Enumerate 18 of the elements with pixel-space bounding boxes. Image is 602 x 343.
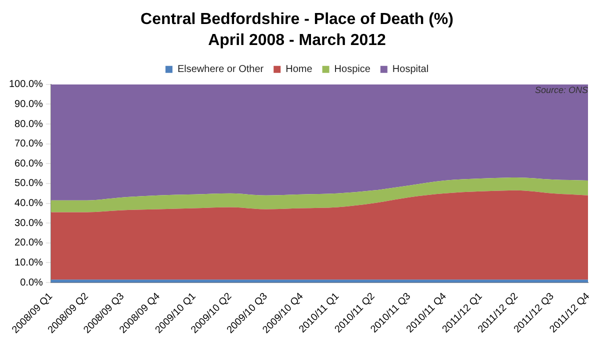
y-tick-label: 30.0% (14, 218, 44, 229)
y-tick-label: 40.0% (14, 198, 44, 210)
chart-subtitle: April 2008 - March 2012 (208, 32, 386, 50)
y-tick-label: 10.0% (14, 257, 44, 268)
y-tick-label: 0.0% (20, 277, 44, 288)
y-tick-label: 70.0% (14, 138, 44, 150)
chart-title: Central Bedfordshire - Place of Death (%) (140, 11, 454, 28)
y-tick-label: 50.0% (14, 178, 44, 190)
y-tick-label: 90.0% (14, 98, 44, 110)
legend-label: Hospital (392, 64, 429, 76)
legend-label: Hospice (334, 64, 371, 76)
legend-label: Elsewhere or Other (177, 64, 264, 76)
y-tick-label: 60.0% (14, 158, 44, 170)
legend-label: Home (286, 64, 313, 76)
y-tick-label: 100.0% (8, 79, 44, 90)
y-tick-label: 20.0% (14, 238, 44, 249)
annotation: Source: ONS (534, 85, 588, 95)
y-tick-label: 80.0% (14, 118, 44, 130)
